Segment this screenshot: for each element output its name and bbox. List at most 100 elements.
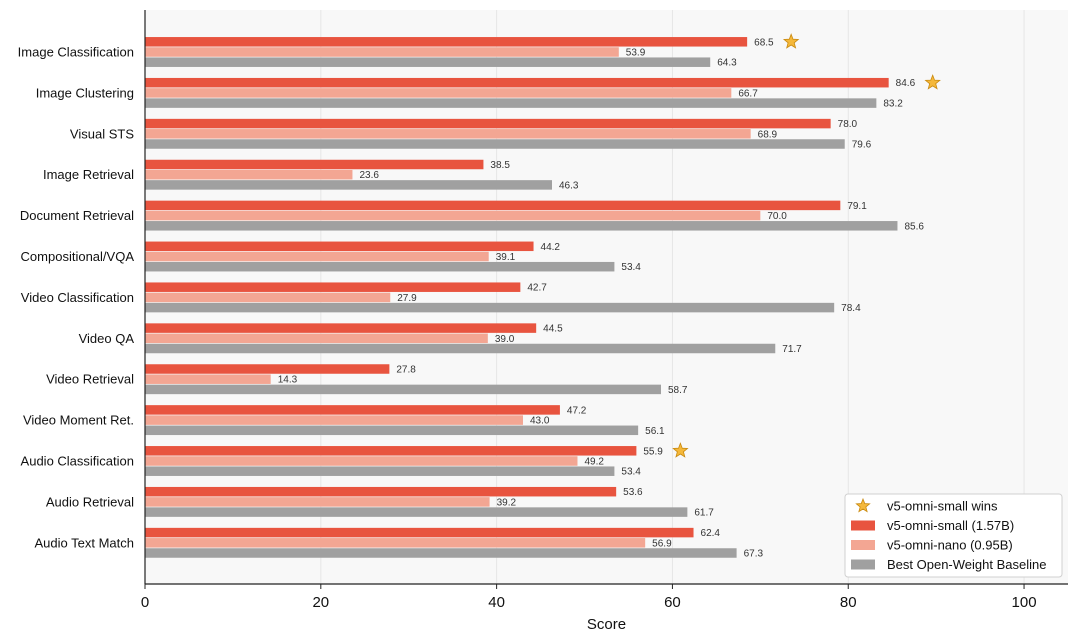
x-tick-label: 40 xyxy=(488,594,505,611)
x-tick-label: 60 xyxy=(664,594,681,611)
legend-swatch xyxy=(851,540,875,550)
bar-v5-omni-nano xyxy=(145,129,751,139)
bar-v5-omni-small xyxy=(145,486,617,497)
bar-v5-omni-small xyxy=(145,282,521,292)
value-label: 39.1 xyxy=(496,252,516,263)
value-label: 70.0 xyxy=(767,211,787,222)
value-label: 47.2 xyxy=(567,405,587,416)
legend-swatch xyxy=(851,520,875,531)
bar-v5-omni-nano xyxy=(145,456,578,466)
value-label: 84.6 xyxy=(896,78,916,89)
legend xyxy=(844,493,1063,578)
bar-v5-omni-small xyxy=(145,405,560,415)
legend-label: v5-omni-small wins xyxy=(887,499,998,514)
value-label: 53.9 xyxy=(626,48,646,59)
category-label: Visual STS xyxy=(70,126,134,141)
category-label: Video QA xyxy=(79,331,135,346)
legend-label: v5-omni-small (1.57B) xyxy=(887,518,1014,533)
bar-baseline xyxy=(145,466,615,476)
bar-v5-omni-nano xyxy=(145,538,646,548)
value-label: 78.4 xyxy=(841,303,861,314)
win-star-marker xyxy=(782,33,800,49)
bar-v5-omni-nano xyxy=(145,497,490,507)
bar-v5-omni-nano xyxy=(145,88,732,98)
category-label: Audio Text Match xyxy=(35,535,134,550)
bar-v5-omni-small xyxy=(145,446,637,456)
bar-v5-omni-small xyxy=(145,77,889,88)
value-label: 23.6 xyxy=(359,170,379,181)
category-label: Audio Classification xyxy=(21,454,134,469)
bar-baseline xyxy=(145,302,835,313)
bar-v5-omni-nano xyxy=(145,47,619,57)
x-axis-title: Score xyxy=(587,616,626,633)
value-label: 68.5 xyxy=(754,37,774,48)
value-label: 79.1 xyxy=(847,201,867,212)
bar-v5-omni-small xyxy=(145,241,534,252)
category-label: Document Retrieval xyxy=(20,208,134,223)
bar-baseline xyxy=(145,221,898,231)
bar-baseline xyxy=(145,57,711,67)
value-label: 44.2 xyxy=(541,242,561,253)
bar-baseline xyxy=(145,180,552,190)
bar-baseline xyxy=(145,98,877,108)
value-label: 46.3 xyxy=(559,180,579,191)
bar-baseline xyxy=(145,548,737,558)
value-label: 66.7 xyxy=(738,88,758,99)
value-label: 68.9 xyxy=(758,129,778,140)
value-label: 44.5 xyxy=(543,324,563,335)
value-label: 79.6 xyxy=(852,140,872,151)
legend-label: v5-omni-nano (0.95B) xyxy=(887,538,1013,553)
bar-v5-omni-nano xyxy=(145,374,271,384)
win-star-marker xyxy=(672,442,689,458)
value-label: 53.4 xyxy=(621,467,641,478)
x-tick-label: 0 xyxy=(141,594,149,611)
value-label: 78.0 xyxy=(838,119,858,130)
value-label: 49.2 xyxy=(584,457,604,468)
category-label: Compositional/VQA xyxy=(21,249,135,264)
value-label: 61.7 xyxy=(694,508,714,519)
value-label: 58.7 xyxy=(668,385,688,396)
bar-v5-omni-nano xyxy=(145,251,489,262)
x-tick-label: 20 xyxy=(312,594,329,611)
value-label: 62.4 xyxy=(701,528,721,539)
bar-v5-omni-nano xyxy=(145,415,523,425)
value-label: 38.5 xyxy=(490,160,510,171)
value-label: 71.7 xyxy=(782,344,802,355)
value-label: 83.2 xyxy=(883,99,903,110)
value-label: 53.4 xyxy=(621,262,641,273)
bar-v5-omni-small xyxy=(145,527,694,538)
bar-v5-omni-small xyxy=(145,37,748,47)
bar-v5-omni-small xyxy=(145,323,537,333)
category-label: Video Retrieval xyxy=(46,372,134,387)
value-label: 56.1 xyxy=(645,426,665,437)
value-label: 64.3 xyxy=(717,58,737,69)
category-label: Audio Retrieval xyxy=(46,494,134,509)
value-label: 53.6 xyxy=(623,487,643,498)
bar-baseline xyxy=(145,343,776,354)
value-label: 39.2 xyxy=(497,497,517,508)
bar-baseline xyxy=(145,425,639,436)
value-label: 39.0 xyxy=(495,334,515,345)
value-label: 85.6 xyxy=(904,221,924,232)
legend-label: Best Open-Weight Baseline xyxy=(887,557,1046,572)
bar-v5-omni-nano xyxy=(145,169,353,180)
bar-v5-omni-small xyxy=(145,118,831,129)
category-label: Image Classification xyxy=(18,45,134,60)
x-tick-label: 100 xyxy=(1012,594,1037,611)
bar-v5-omni-small xyxy=(145,200,841,211)
bar-baseline xyxy=(145,384,662,395)
x-tick-label: 80 xyxy=(840,594,857,611)
bar-baseline xyxy=(145,507,688,517)
category-label: Video Moment Ret. xyxy=(23,413,134,428)
category-label: Image Clustering xyxy=(36,85,134,100)
category-label: Video Classification xyxy=(21,290,134,305)
value-label: 27.9 xyxy=(397,293,417,304)
bar-v5-omni-nano xyxy=(145,333,488,344)
bar-v5-omni-small xyxy=(145,159,484,170)
value-label: 42.7 xyxy=(527,283,547,294)
bar-v5-omni-nano xyxy=(145,292,391,303)
value-label: 56.9 xyxy=(652,538,672,549)
legend-star-icon xyxy=(855,497,871,513)
value-label: 43.0 xyxy=(530,416,550,427)
bar-baseline xyxy=(145,261,615,272)
